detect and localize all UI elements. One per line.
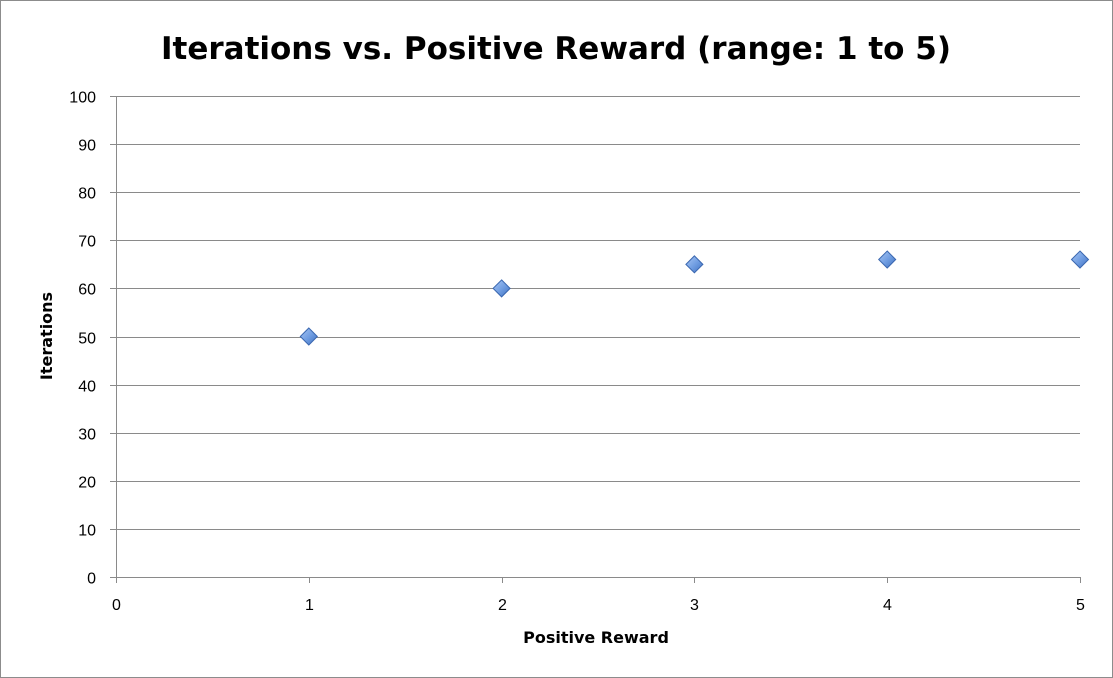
y-tick-label: 80 (78, 186, 96, 203)
x-tick-labels: 0 1 2 3 4 5 (112, 597, 1085, 614)
x-tick-label: 0 (112, 597, 121, 614)
data-point-marker (1070, 250, 1090, 269)
x-axis-label: Positive Reward (523, 628, 669, 647)
x-tick-label: 5 (1076, 597, 1085, 614)
y-tick-label: 0 (87, 571, 96, 588)
y-tick-labels: 0 10 20 30 40 50 60 70 80 90 100 (69, 90, 96, 588)
axes (110, 96, 1081, 583)
y-tick-label: 30 (78, 427, 96, 444)
gridlines (116, 96, 1080, 530)
y-tick-label: 100 (69, 90, 96, 107)
y-tick-label: 90 (78, 138, 96, 155)
data-point-marker (685, 255, 704, 274)
data-point-marker (877, 250, 897, 269)
y-tick-label: 50 (78, 331, 96, 348)
y-tick-label: 60 (78, 282, 96, 299)
y-axis-label: Iterations (37, 292, 56, 380)
y-tick-label: 70 (78, 234, 96, 251)
data-point-marker (299, 327, 319, 346)
y-tick-label: 40 (78, 379, 96, 396)
data-points (299, 250, 1090, 346)
chart-title: Iterations vs. Positive Reward (range: 1… (161, 31, 951, 67)
x-tick-label: 4 (883, 597, 892, 614)
y-tick-label: 20 (78, 475, 96, 492)
y-tick-label: 10 (78, 523, 96, 540)
x-tick-label: 1 (305, 597, 314, 614)
x-tick-label: 2 (498, 597, 507, 614)
x-tick-label: 3 (690, 597, 699, 614)
data-point-marker (492, 279, 511, 298)
